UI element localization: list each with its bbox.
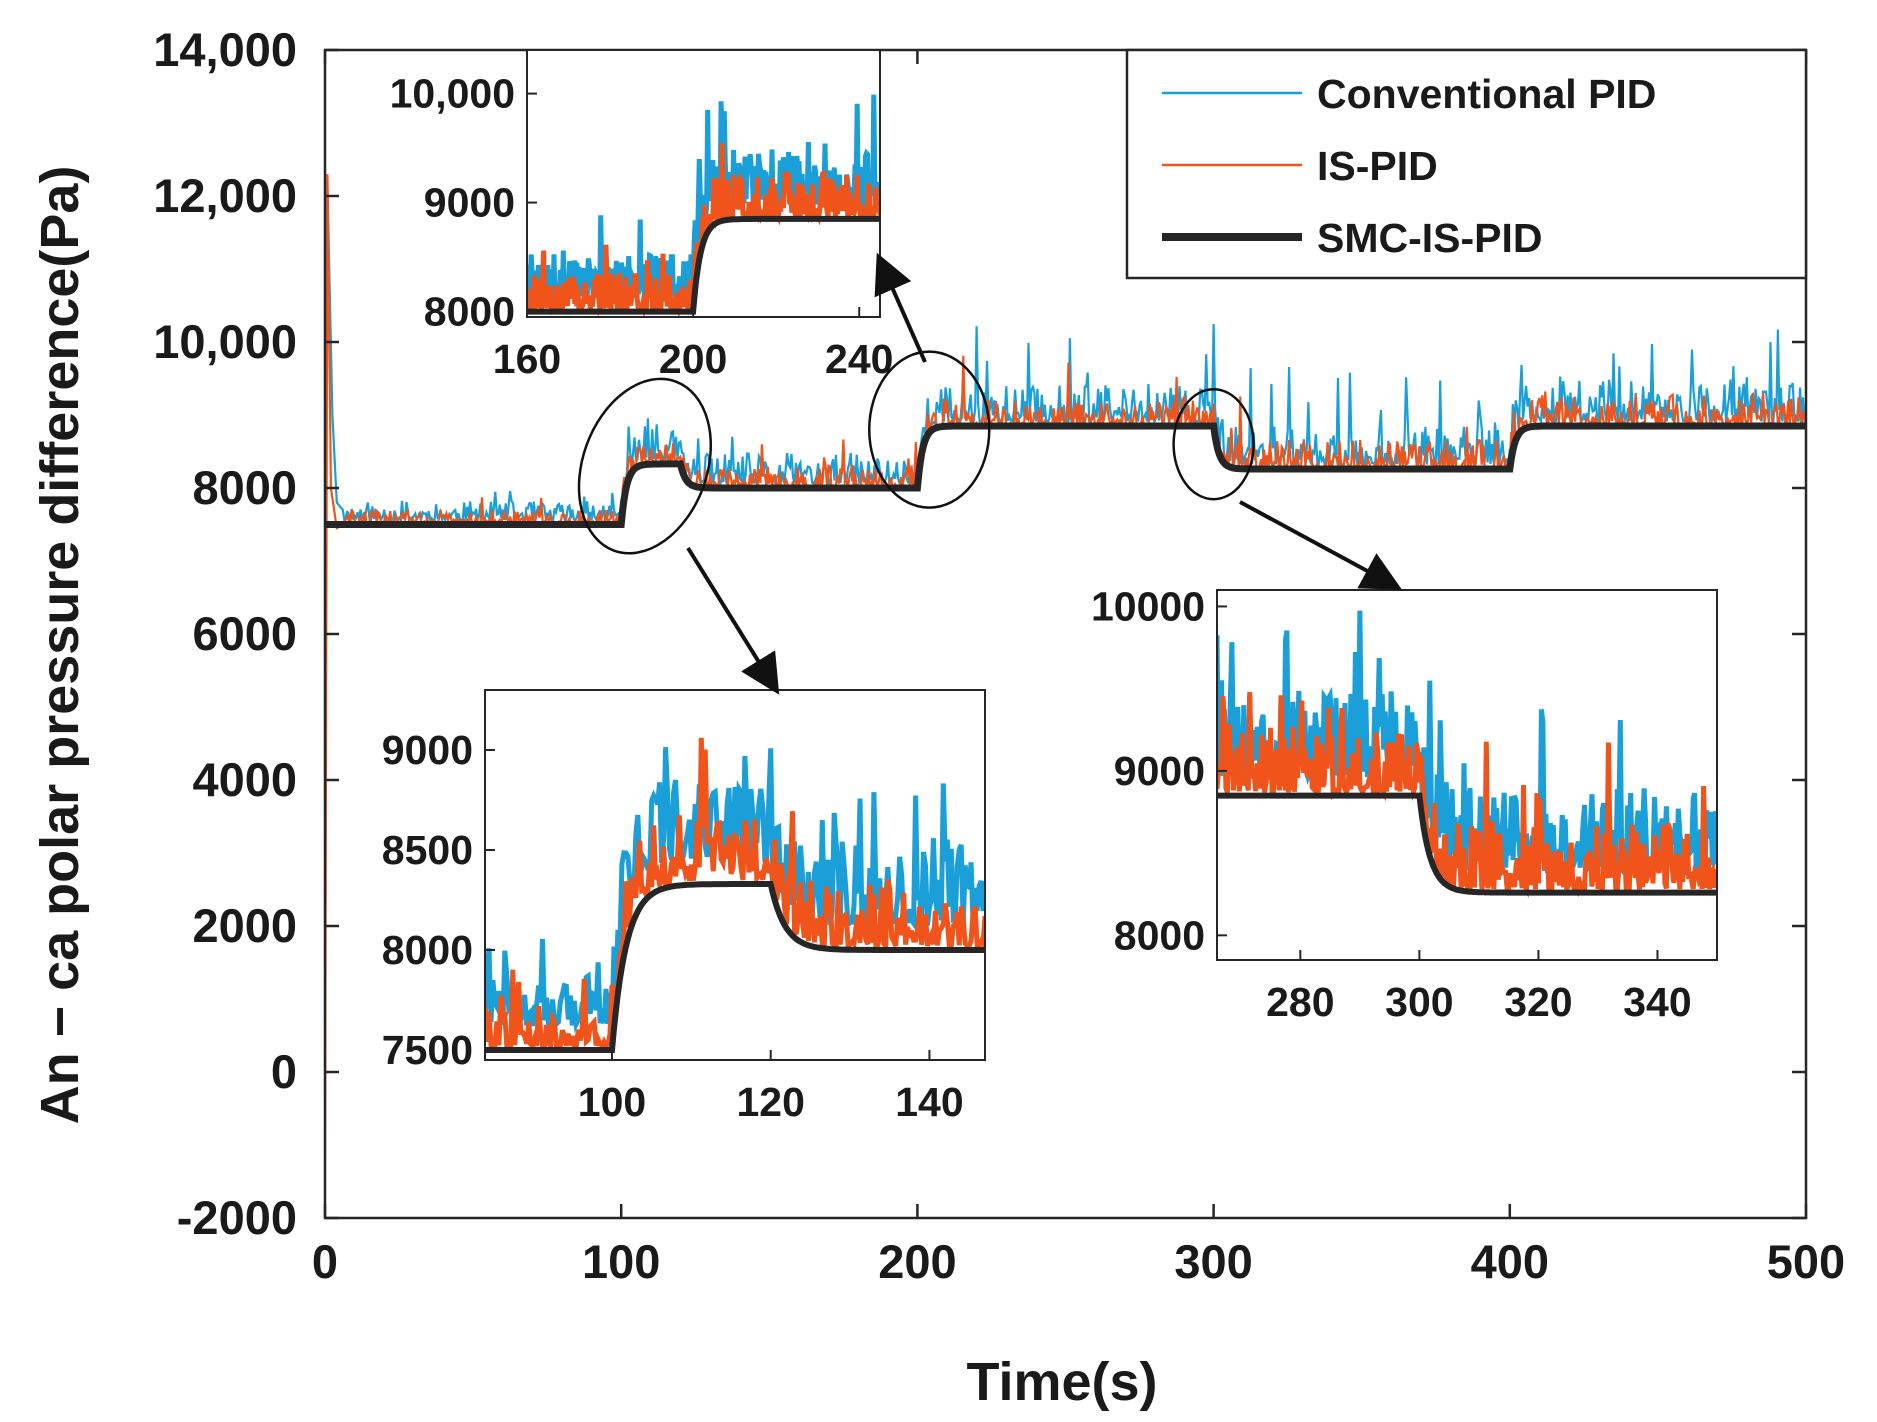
zoom-arrow	[1239, 500, 1403, 590]
inset-series-is-pid	[1217, 692, 1717, 899]
zoom-annotations	[577, 252, 1403, 695]
zoom-ellipse	[577, 377, 713, 555]
y-tick-label: 14,000	[153, 23, 297, 76]
inset-x-tick-label: 200	[659, 336, 727, 382]
y-tick-label: 4000	[192, 753, 297, 806]
inset-y-tick-label: 9000	[382, 727, 473, 773]
x-tick-label: 100	[582, 1235, 660, 1288]
legend-label: IS-PID	[1317, 143, 1438, 189]
inset-frame	[1216, 589, 1718, 961]
y-tick-label: -2000	[177, 1191, 297, 1244]
y-tick-label: 12,000	[153, 169, 297, 222]
inset-x-tick-label: 300	[1385, 979, 1453, 1025]
inset-y-tick-label: 8000	[424, 289, 515, 335]
inset-y-tick-label: 8000	[1114, 912, 1205, 958]
x-tick-label: 200	[878, 1235, 956, 1288]
inset-series	[1217, 610, 1717, 899]
y-tick-label: 10,000	[153, 315, 297, 368]
zoom-ellipse	[1172, 387, 1255, 501]
inset-x-tick-label: 120	[737, 1079, 805, 1125]
legend-label: Conventional PID	[1317, 71, 1656, 117]
inset-x-tick-label: 100	[578, 1079, 646, 1125]
inset-series	[527, 94, 880, 317]
x-axis-title: Time(s)	[966, 1352, 1157, 1412]
inset-series-is-pid	[485, 737, 985, 1052]
inset-y-tick-label: 9000	[1114, 748, 1205, 794]
zoom-ellipse	[867, 350, 991, 509]
y-tick-label: 6000	[192, 607, 297, 660]
inset-frame	[484, 689, 986, 1061]
legend-label: SMC-IS-PID	[1317, 215, 1543, 261]
legend: Conventional PID IS-PID SMC-IS-PID	[1125, 48, 1808, 280]
y-tick-label: 8000	[192, 461, 297, 514]
main-plot: 0 100 200 300 400 500-20000200040006000800010…	[153, 23, 1845, 1288]
x-tick-label: 0	[312, 1235, 338, 1288]
inset-1: 100 120 140 7500 8000 8500 9000	[382, 689, 986, 1125]
inset-y-tick-label: 9000	[424, 180, 515, 226]
inset-x-tick-label: 140	[895, 1079, 963, 1125]
x-tick-label: 500	[1767, 1235, 1845, 1288]
series-smc-is-pid	[325, 422, 1806, 528]
main-series	[325, 174, 1806, 1160]
inset-series	[485, 737, 985, 1053]
inset-y-tick-label: 7500	[382, 1027, 473, 1073]
inset-background	[1217, 590, 1717, 960]
zoom-arrow	[686, 546, 780, 695]
inset-y-tick-label: 10000	[1091, 583, 1205, 629]
x-tick-label: 400	[1471, 1235, 1549, 1288]
y-axis-title: An − ca polar pressure difference(Pa)	[30, 166, 90, 1125]
x-tick-label: 300	[1174, 1235, 1252, 1288]
zoom-arrow	[874, 252, 927, 363]
inset-y-tick-label: 10,000	[390, 71, 515, 117]
inset-frame	[526, 49, 881, 318]
inset-y-tick-label: 8000	[382, 927, 473, 973]
insets: 100 120 140 7500 8000 8500 9000 160 200 240 8000 90…	[382, 49, 1718, 1125]
inset-x-tick-label: 160	[493, 336, 561, 382]
inset-series-smc-is-pid	[1217, 792, 1717, 896]
inset-2: 160 200 240 8000 9000 10,000	[390, 49, 893, 382]
inset-x-tick-label: 280	[1266, 979, 1334, 1025]
inset-series-smc-is-pid	[527, 215, 880, 315]
inset-series-conventional-pid	[485, 747, 985, 1033]
inset-3: 280 300 320 340 8000 9000 10000	[1091, 583, 1718, 1025]
y-tick-label: 2000	[192, 899, 297, 952]
inset-y-tick-label: 8500	[382, 827, 473, 873]
y-tick-label: 0	[271, 1045, 297, 1098]
inset-series-smc-is-pid	[485, 881, 985, 1053]
inset-series-is-pid	[527, 143, 880, 317]
inset-x-tick-label: 240	[825, 336, 893, 382]
inset-x-tick-label: 320	[1504, 979, 1572, 1025]
inset-x-tick-label: 340	[1623, 979, 1691, 1025]
